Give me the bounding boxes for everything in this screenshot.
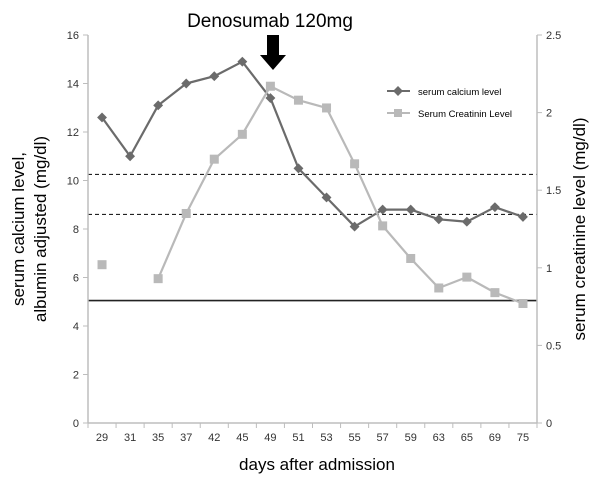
creatinine-point	[209, 154, 219, 164]
series	[97, 56, 528, 308]
creatinine-point	[97, 260, 107, 270]
x-tick-label: 51	[292, 432, 304, 444]
creatinine-point	[490, 288, 500, 298]
creatinine-point	[434, 283, 444, 293]
creatinine-point	[265, 81, 275, 91]
left-tick-label: 16	[67, 30, 79, 42]
x-axis-title: days after admission	[239, 455, 395, 474]
right-tick-label: 1	[546, 263, 552, 275]
left-tick-label: 0	[73, 418, 79, 430]
x-tick-label: 55	[348, 432, 360, 444]
creatinine-point	[322, 103, 332, 113]
legend-creatinine-square-icon	[394, 109, 402, 117]
left-tick-label: 10	[67, 176, 79, 188]
series-line-creatinine	[157, 85, 524, 305]
creatinine-point	[181, 208, 191, 218]
right-tick-label: 2.5	[546, 30, 561, 42]
creatinine-point	[237, 129, 247, 139]
calcium-point	[377, 204, 388, 215]
left-tick-label: 8	[73, 224, 79, 236]
tick-labels: 0 2 4 6 8 10 12 14 16 0 0.5 1 1.5 2 2.5 29 31 35 37 42 45 49 5…	[67, 30, 562, 444]
axes	[83, 34, 542, 428]
left-tick-label: 12	[67, 127, 79, 139]
x-tick-label: 69	[489, 432, 501, 444]
legend: serum calcium level Serum Creatinin Leve…	[387, 86, 512, 120]
x-tick-label: 59	[405, 432, 417, 444]
left-tick-label: 2	[73, 370, 79, 382]
calcium-point	[518, 211, 528, 222]
calcium-point	[349, 221, 360, 232]
x-tick-label: 42	[208, 432, 220, 444]
calcium-point	[433, 214, 444, 225]
right-axis-title: serum creatinine level (mg/dl)	[570, 118, 589, 341]
calcium-point	[209, 71, 220, 82]
left-axis-title-line1: serum calcium level,	[9, 152, 28, 306]
creatinine-point	[378, 221, 388, 231]
right-tick-label: 0.5	[546, 340, 561, 352]
reference-lines	[88, 173, 537, 302]
x-tick-label: 31	[124, 432, 136, 444]
left-tick-label: 14	[67, 79, 79, 91]
x-tick-label: 35	[152, 432, 164, 444]
creatinine-point	[153, 274, 163, 284]
calcium-point	[405, 204, 416, 215]
creatinine-point	[293, 95, 303, 105]
calcium-point	[293, 163, 304, 174]
x-tick-label: 45	[236, 432, 248, 444]
series-line-calcium	[101, 60, 524, 228]
creatinine-point	[350, 159, 360, 169]
denosumab-annotation: Denosumab 120mg	[187, 11, 353, 32]
x-tick-label: 53	[320, 432, 332, 444]
calcium-point	[181, 78, 192, 89]
legend-calcium-diamond-icon	[393, 86, 403, 96]
creatinine-point	[518, 298, 528, 308]
creatinine-point	[462, 272, 472, 282]
x-tick-label: 37	[180, 432, 192, 444]
x-tick-label: 29	[96, 432, 108, 444]
calcium-point	[153, 100, 164, 111]
left-tick-label: 4	[73, 321, 79, 333]
left-axis-title-line2: albumin adjusted (mg/dl)	[31, 136, 50, 322]
x-tick-label: 75	[517, 432, 529, 444]
creatinine-point	[406, 253, 416, 263]
right-tick-label: 2	[546, 108, 552, 120]
calcium-point	[489, 202, 500, 213]
calcium-point	[321, 192, 332, 203]
x-tick-label: 63	[433, 432, 445, 444]
x-tick-label: 65	[461, 432, 473, 444]
right-tick-label: 0	[546, 418, 552, 430]
calcium-point	[237, 56, 248, 67]
down-arrow-icon	[260, 35, 286, 70]
legend-calcium-label: serum calcium level	[418, 87, 501, 98]
x-tick-label: 49	[264, 432, 276, 444]
x-tick-label: 57	[377, 432, 389, 444]
legend-creatinine-label: Serum Creatinin Level	[418, 109, 512, 120]
calcium-point	[97, 112, 107, 123]
calcium-point	[125, 151, 136, 162]
calcium-point	[461, 216, 472, 227]
left-tick-label: 6	[73, 273, 79, 285]
right-tick-label: 1.5	[546, 185, 561, 197]
